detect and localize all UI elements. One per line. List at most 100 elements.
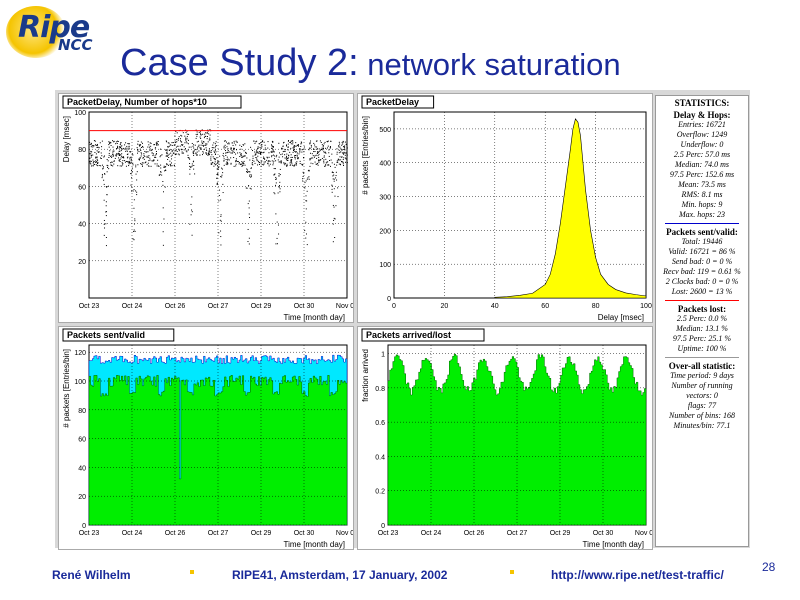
data-point: [204, 144, 206, 146]
data-point: [195, 133, 197, 135]
data-point: [310, 162, 312, 164]
data-point: [343, 164, 345, 166]
data-point: [267, 161, 269, 163]
data-point: [114, 157, 116, 159]
data-point: [193, 150, 195, 152]
data-point: [170, 152, 172, 154]
data-point: [136, 194, 138, 196]
data-point: [278, 233, 280, 235]
data-point: [197, 140, 199, 142]
data-point: [300, 145, 302, 147]
data-point: [242, 164, 244, 166]
data-point: [267, 162, 269, 164]
data-point: [176, 139, 178, 141]
data-point: [271, 151, 273, 153]
data-point: [255, 152, 257, 154]
data-point: [190, 166, 192, 168]
data-point: [102, 164, 104, 166]
data-point: [116, 148, 118, 150]
data-point: [191, 163, 193, 165]
data-point: [198, 145, 200, 147]
data-point: [305, 200, 307, 202]
data-point: [165, 155, 167, 157]
data-point: [137, 164, 139, 166]
data-point: [122, 160, 124, 162]
data-point: [221, 167, 223, 169]
data-point: [174, 140, 176, 142]
data-point: [308, 178, 310, 180]
data-point: [150, 145, 152, 147]
data-point: [205, 135, 207, 137]
data-point: [266, 159, 268, 161]
data-point: [231, 150, 233, 152]
data-point: [282, 148, 284, 150]
data-point: [206, 132, 208, 134]
data-point: [100, 158, 102, 160]
data-point: [126, 150, 128, 152]
data-point: [117, 140, 119, 142]
data-point: [89, 161, 91, 163]
data-point: [187, 154, 189, 156]
stats-line: Recv bad: 119 = 0.61 %: [663, 267, 741, 276]
y-tick-label: 0.2: [375, 489, 385, 496]
data-point: [263, 156, 265, 158]
data-point: [308, 170, 310, 172]
data-point: [286, 165, 288, 167]
data-point: [233, 140, 235, 142]
data-point: [139, 145, 141, 147]
data-point: [171, 145, 173, 147]
x-tick-label: Oct 23: [378, 530, 399, 537]
data-point: [201, 154, 203, 156]
data-point: [117, 147, 119, 149]
data-point: [247, 241, 249, 243]
y-tick-label: 1: [381, 352, 385, 359]
stats-line: Minutes/bin: 77.1: [673, 421, 731, 430]
x-tick-label: Oct 24: [421, 530, 442, 537]
data-point: [342, 143, 344, 145]
data-point: [335, 175, 337, 177]
data-point: [103, 234, 105, 236]
data-point: [333, 217, 335, 219]
footer-url[interactable]: http://www.ripe.net/test-traffic/: [551, 568, 724, 582]
data-point: [300, 141, 302, 143]
data-point: [157, 141, 159, 143]
data-point: [109, 141, 111, 143]
data-point: [223, 145, 225, 147]
data-point: [337, 196, 339, 198]
data-point: [344, 149, 346, 151]
stats-delay-hops-lines: Entries: 16721 Overflow: 1249 Underflow: 0…: [656, 120, 748, 220]
data-point: [155, 156, 157, 158]
data-point: [175, 146, 177, 148]
data-point: [155, 154, 157, 156]
data-point: [159, 156, 161, 158]
data-point: [99, 142, 101, 144]
y-tick-label: 0: [82, 523, 86, 530]
data-point: [279, 174, 281, 176]
data-point: [119, 154, 121, 156]
data-point: [92, 154, 94, 156]
data-point: [91, 144, 93, 146]
data-point: [101, 173, 103, 175]
data-point: [168, 156, 170, 158]
data-point: [331, 184, 333, 186]
data-point: [188, 146, 190, 148]
data-point: [272, 141, 274, 143]
data-point: [340, 148, 342, 150]
data-point: [112, 153, 114, 155]
footer-event: RIPE41, Amsterdam, 17 January, 2002: [232, 568, 448, 582]
data-point: [139, 145, 141, 147]
data-point: [273, 151, 275, 153]
data-point: [214, 161, 216, 163]
data-point: [230, 163, 232, 165]
histogram-area: [494, 118, 647, 299]
data-point: [262, 140, 264, 142]
data-point: [128, 165, 130, 167]
data-point: [293, 150, 295, 152]
data-point: [214, 143, 216, 145]
data-point: [130, 184, 132, 186]
data-point: [132, 238, 134, 240]
data-point: [231, 142, 233, 144]
x-tick-label: Oct 24: [122, 303, 143, 310]
data-point: [135, 164, 137, 166]
data-point: [289, 141, 291, 143]
